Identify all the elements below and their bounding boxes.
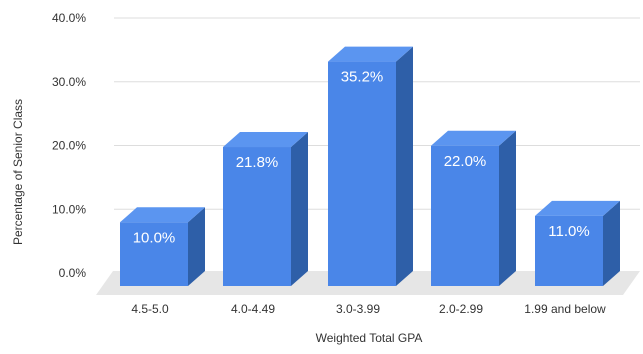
data-label: 11.0% [548, 223, 589, 240]
bar-top [223, 132, 308, 148]
data-label: 35.2% [341, 69, 384, 86]
y-tick-label: 0.0% [59, 266, 87, 280]
bar-4.5-5.0: 10.0% [120, 207, 205, 286]
y-tick-label: 10.0% [52, 202, 86, 216]
bars: 10.0% 21.8% 35.2% 22.0% 11.0% [120, 46, 620, 286]
bar-top [431, 130, 516, 146]
x-axis-label: Weighted Total GPA [316, 331, 423, 345]
bar-2.0-2.99: 22.0% [431, 130, 516, 286]
data-label: 21.8% [236, 154, 279, 171]
bar-front [120, 222, 188, 286]
bar-front [535, 215, 603, 286]
x-tick-label: 2.0-2.99 [439, 302, 483, 316]
data-label: 22.0% [444, 153, 487, 170]
y-tick-label: 40.0% [52, 11, 86, 25]
bar-side [291, 132, 308, 286]
bar-top [120, 207, 205, 223]
bar-front [328, 61, 396, 286]
bar-front [431, 145, 499, 286]
x-tick-label: 4.0-4.49 [231, 302, 275, 316]
bar-4.0-4.49: 21.8% [223, 132, 308, 286]
bar-front [223, 147, 291, 286]
bar-side [396, 46, 413, 286]
bar-3.0-3.99: 35.2% [328, 46, 413, 286]
data-label: 10.0% [133, 229, 176, 246]
x-tick-label: 1.99 and below [524, 302, 606, 316]
bar-side [499, 130, 516, 286]
x-tick-label: 3.0-3.99 [336, 302, 380, 316]
bar-top [328, 46, 413, 62]
y-axis-ticks: 0.0% 10.0% 20.0% 30.0% 40.0% [52, 11, 86, 280]
x-tick-label: 4.5-5.0 [131, 302, 169, 316]
x-axis-ticks: 4.5-5.0 4.0-4.49 3.0-3.99 2.0-2.99 1.99 and … [131, 302, 606, 316]
y-tick-label: 30.0% [52, 75, 86, 89]
bar-1.99 and below: 11.0% [535, 200, 620, 286]
y-tick-label: 20.0% [52, 139, 86, 153]
bar-side [188, 207, 205, 286]
bar-side [603, 200, 620, 286]
bar-top [535, 200, 620, 216]
y-axis-label: Percentage of Senior Class [11, 99, 25, 245]
